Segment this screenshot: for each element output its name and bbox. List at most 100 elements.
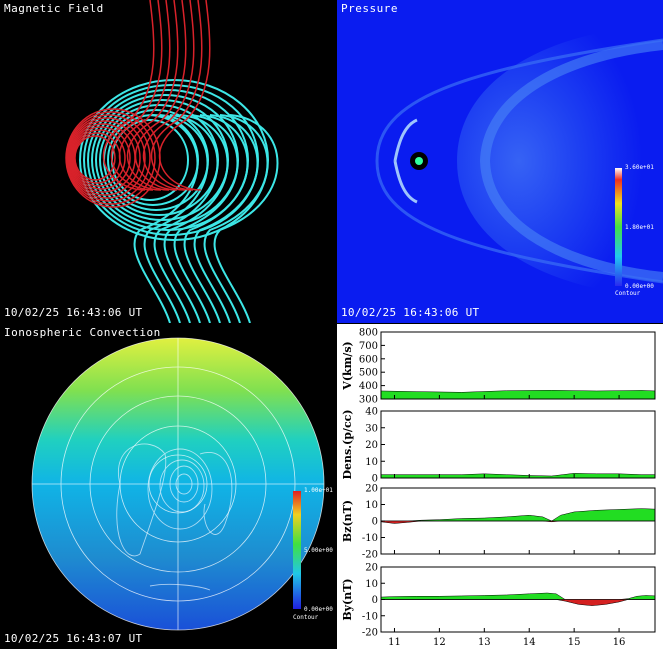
x-tick-label: 15 <box>568 637 581 648</box>
colorbar-mid: 5.00e+00 <box>304 547 333 554</box>
red-field-line <box>142 0 195 191</box>
red-inner-loop <box>69 120 141 196</box>
red-field-line <box>102 0 155 191</box>
red-field-line <box>134 0 187 191</box>
y-tick-label: -20 <box>362 628 378 639</box>
y-tick-label: 30 <box>365 423 378 434</box>
chart-1: 0 10 20 30 40 Dens.(p/cc) <box>341 407 656 485</box>
chart-2: -20 -10 0 10 20 Bz(nT) <box>341 484 656 561</box>
ionospheric-convection-panel: 1.00e+01 5.00e+00 0.00e+00 Contour Ionos… <box>0 324 336 649</box>
y-tick-label: 600 <box>359 354 378 365</box>
y-axis-label: V(km/s) <box>341 341 354 390</box>
cusp-south <box>393 160 418 204</box>
chart-0: 300 400 500 600 700 800 V(km/s) <box>341 328 656 406</box>
x-tick-label: 12 <box>433 637 446 648</box>
y-tick-label: 0 <box>372 595 378 606</box>
y-tick-label: 10 <box>365 457 378 468</box>
colorbar-label: Contour <box>615 290 641 297</box>
open-field-line <box>183 114 249 323</box>
red-inner-loop <box>74 135 116 181</box>
timestamp: 10/02/25 16:43:07 UT <box>4 632 143 645</box>
panel-title: Pressure <box>341 2 398 15</box>
plot-frame <box>380 410 656 479</box>
y-tick-label: 300 <box>359 395 378 406</box>
open-field-line <box>143 114 209 323</box>
red-field-lines <box>65 0 211 208</box>
pressure-panel: 3.60e+01 1.80e+01 0.00e+00 Contour Press… <box>337 0 663 323</box>
red-field-line <box>110 0 163 191</box>
latitude-grid <box>31 337 325 631</box>
magnetosheath <box>479 40 663 282</box>
ionosphere-render <box>31 337 325 631</box>
red-field-line <box>150 0 203 191</box>
red-inner-loop <box>72 129 126 187</box>
cusp-north <box>393 118 418 162</box>
negative-area <box>380 520 655 524</box>
y-tick-label: -20 <box>362 550 378 561</box>
solar-wind-plots-panel: 300 400 500 600 700 800 V(km/s) 0 10 20 30 40 Dens.(… <box>337 324 663 649</box>
bow-shock-north <box>375 38 663 162</box>
y-tick-label: 20 <box>365 563 378 574</box>
colorbar-min: 0.00e+00 <box>625 283 654 290</box>
y-axis-label: Bz(nT) <box>341 500 354 542</box>
open-field-line <box>203 114 269 323</box>
timestamp: 10/02/25 16:43:06 UT <box>341 306 480 319</box>
open-field-line <box>193 114 259 323</box>
red-inner-loop <box>73 132 121 184</box>
y-tick-label: 400 <box>359 381 378 392</box>
positive-area <box>381 508 656 522</box>
positive-area <box>380 592 656 600</box>
red-inner-loop <box>68 117 146 199</box>
colorbar-label: Contour <box>293 614 319 621</box>
x-tick-label: 11 <box>388 637 401 648</box>
open-field-line <box>163 114 229 323</box>
colorbar-max: 1.00e+01 <box>304 487 333 494</box>
y-tick-label: 0 <box>372 474 378 485</box>
red-field-line <box>158 0 211 191</box>
y-tick-label: 20 <box>365 484 378 495</box>
y-axis-label: Dens.(p/cc) <box>341 409 354 479</box>
colorbar-mid: 1.80e+01 <box>625 224 654 231</box>
red-inner-loop <box>66 111 156 205</box>
y-tick-label: 10 <box>365 500 378 511</box>
open-field-line <box>133 114 199 323</box>
open-field-line <box>213 114 279 323</box>
x-tick-label: 16 <box>613 637 626 648</box>
y-tick-label: 40 <box>365 407 378 418</box>
field-lines-render <box>65 0 279 323</box>
red-inner-loop <box>71 126 131 190</box>
red-field-line <box>126 0 179 191</box>
y-tick-label: -10 <box>362 533 378 544</box>
negative-area <box>381 599 655 606</box>
solar-wind-charts: 300 400 500 600 700 800 V(km/s) 0 10 20 30 40 Dens.(… <box>341 328 656 648</box>
x-tick-label: 14 <box>523 637 536 648</box>
y-tick-label: -10 <box>362 611 378 622</box>
bow-shock-region <box>457 25 663 297</box>
positive-area <box>380 390 656 400</box>
y-tick-label: 10 <box>365 579 378 590</box>
convection-contours <box>116 443 233 591</box>
colorbar-max: 3.60e+01 <box>625 164 654 171</box>
magnetic-field-panel: Magnetic Field 10/02/25 16:43:06 UT <box>0 0 336 323</box>
colorbar-min: 0.00e+00 <box>304 606 333 613</box>
chart-3: -20 -10 0 10 20 By(nT) 11 12 13 14 15 16 <box>341 563 656 648</box>
pressure-colorbar <box>615 168 622 286</box>
plot-frame <box>380 331 656 400</box>
panel-title: Magnetic Field <box>4 2 104 15</box>
x-tick-label: 13 <box>478 637 491 648</box>
red-inner-loop <box>67 114 151 202</box>
closed-field-loop <box>91 94 239 226</box>
iono-colorbar <box>293 491 301 609</box>
y-tick-label: 700 <box>359 341 378 352</box>
pressure-render <box>375 25 663 297</box>
y-tick-label: 20 <box>365 440 378 451</box>
cyan-field-lines <box>79 79 279 323</box>
red-inner-loop <box>65 108 161 208</box>
open-field-line <box>153 114 219 323</box>
positive-area <box>380 473 656 479</box>
bow-shock-south <box>375 160 663 284</box>
open-field-line <box>173 114 239 323</box>
y-tick-label: 0 <box>372 517 378 528</box>
y-tick-label: 500 <box>359 368 378 379</box>
y-tick-label: 800 <box>359 328 378 339</box>
